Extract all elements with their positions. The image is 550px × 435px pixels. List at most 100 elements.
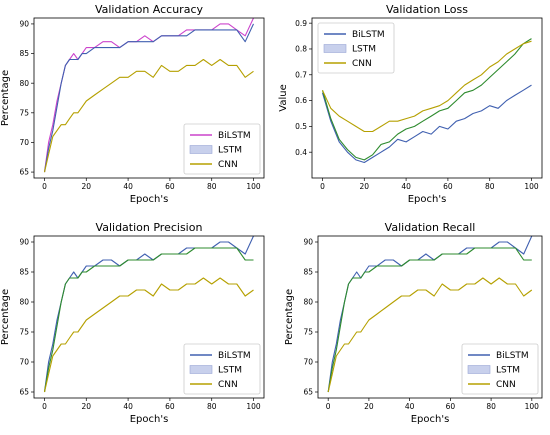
series-line-lstm xyxy=(43,247,254,393)
plot-frame xyxy=(33,235,265,399)
legend-swatch-lstm xyxy=(467,365,491,374)
y-axis-label: Value xyxy=(278,84,289,111)
x-tick-label: 40 xyxy=(405,402,415,411)
legend-swatch-lstm xyxy=(189,365,213,374)
series-line-cnn xyxy=(327,277,533,393)
y-tick-label: 70 xyxy=(19,358,29,367)
y-tick-label: 65 xyxy=(303,388,313,397)
y-axis-label: Percentage xyxy=(0,70,11,126)
x-tick-label: 100 xyxy=(246,182,261,191)
legend-swatch-lstm xyxy=(323,44,347,53)
legend-label-lstm: LSTM xyxy=(352,45,376,55)
series-line-bilstm xyxy=(321,84,532,164)
chart-title: Validation Precision xyxy=(96,221,203,234)
x-tick-label: 80 xyxy=(207,182,217,191)
y-tick-label: 90 xyxy=(19,238,29,247)
legend: BiLSTM LSTM CNN xyxy=(183,343,261,395)
legend-swatch-lstm xyxy=(189,145,213,154)
legend-label-lstm: LSTM xyxy=(496,366,520,376)
x-tick-label: 60 xyxy=(446,402,456,411)
chart-title: Validation Accuracy xyxy=(95,3,204,16)
y-tick-label: 90 xyxy=(303,238,313,247)
legend-label-bilstm: BiLSTM xyxy=(218,131,251,141)
chart-panel-3: Validation Precision 0 20 40 60 80 100 65 70 75 80… xyxy=(0,221,265,425)
x-tick-label: 20 xyxy=(359,182,369,191)
y-tick-label: 80 xyxy=(303,298,313,307)
chart-panel-4: Validation Recall 0 20 40 60 80 100 65 70 75 80 85 9… xyxy=(284,221,543,425)
y-tick-label: 65 xyxy=(19,388,29,397)
x-axis-label: Epoch's xyxy=(411,414,450,425)
legend-box xyxy=(183,123,261,175)
x-tick-label: 100 xyxy=(524,182,539,191)
legend-label-cnn: CNN xyxy=(218,160,238,170)
y-tick-label: 0.7 xyxy=(295,70,307,79)
x-tick-label: 20 xyxy=(81,182,91,191)
y-tick-label: 0.8 xyxy=(295,45,307,54)
chart-title: Validation Loss xyxy=(386,3,468,16)
x-tick-label: 80 xyxy=(485,182,495,191)
legend-label-cnn: CNN xyxy=(496,380,516,390)
series-line-lstm xyxy=(321,38,532,161)
x-tick-label: 60 xyxy=(165,182,175,191)
series-line-lstm xyxy=(43,23,254,173)
x-tick-label: 80 xyxy=(486,402,496,411)
x-axis-label: Epoch's xyxy=(130,194,169,205)
y-tick-label: 90 xyxy=(19,20,29,29)
y-tick-label: 75 xyxy=(19,108,29,117)
legend-box xyxy=(317,22,395,74)
legend-label-cnn: CNN xyxy=(218,380,238,390)
x-tick-label: 40 xyxy=(123,402,133,411)
y-tick-label: 65 xyxy=(19,168,29,177)
x-tick-label: 40 xyxy=(401,182,411,191)
y-axis-label: Percentage xyxy=(0,289,11,345)
legend-label-lstm: LSTM xyxy=(218,146,242,156)
series-line-cnn xyxy=(322,40,532,133)
y-tick-label: 80 xyxy=(19,298,29,307)
y-tick-label: 70 xyxy=(19,138,29,147)
legend-label-bilstm: BiLSTM xyxy=(218,351,251,361)
x-tick-label: 60 xyxy=(165,402,175,411)
legend: BiLSTM LSTM CNN xyxy=(317,22,395,74)
legend-box xyxy=(461,343,539,395)
x-tick-label: 0 xyxy=(42,182,47,191)
x-tick-label: 100 xyxy=(246,402,261,411)
y-tick-label: 0.5 xyxy=(295,122,307,131)
y-tick-label: 0.9 xyxy=(295,19,307,28)
legend-box xyxy=(183,343,261,395)
y-tick-label: 0.6 xyxy=(295,96,307,105)
legend-label-cnn: CNN xyxy=(352,59,372,69)
x-tick-label: 0 xyxy=(42,402,47,411)
y-tick-label: 80 xyxy=(19,79,29,88)
x-axis-label: Epoch's xyxy=(408,194,447,205)
legend: BiLSTM LSTM CNN xyxy=(183,123,261,175)
series-line-lstm xyxy=(327,247,532,393)
x-tick-label: 40 xyxy=(123,182,133,191)
x-tick-label: 20 xyxy=(81,402,91,411)
legend-label-bilstm: BiLSTM xyxy=(352,30,385,40)
x-tick-label: 100 xyxy=(525,402,540,411)
x-tick-label: 20 xyxy=(364,402,374,411)
legend: BiLSTM LSTM CNN xyxy=(461,343,539,395)
chart-panel-2: Validation Loss 0 20 40 60 80 100 0.4 0.5 0.6 0.7 0… xyxy=(278,3,543,205)
chart-panel-1: Validation Accuracy 0 20 40 60 80 100 65 70 75 80 8… xyxy=(0,3,265,205)
x-axis-label: Epoch's xyxy=(130,414,169,425)
y-tick-label: 75 xyxy=(19,328,29,337)
plot-frame xyxy=(33,17,265,179)
x-tick-label: 60 xyxy=(443,182,453,191)
x-tick-label: 0 xyxy=(326,402,331,411)
series-line-cnn xyxy=(43,58,254,173)
y-tick-label: 75 xyxy=(303,328,313,337)
plot-frame xyxy=(317,235,543,399)
legend-label-lstm: LSTM xyxy=(218,366,242,376)
y-axis-label: Percentage xyxy=(284,289,295,345)
plot-frame xyxy=(311,17,543,179)
y-tick-label: 70 xyxy=(303,358,313,367)
y-tick-label: 0.4 xyxy=(295,148,307,157)
x-tick-label: 0 xyxy=(320,182,325,191)
legend-label-bilstm: BiLSTM xyxy=(496,351,529,361)
x-tick-label: 80 xyxy=(207,402,217,411)
chart-title: Validation Recall xyxy=(385,221,476,234)
y-tick-label: 85 xyxy=(19,49,29,58)
y-tick-label: 85 xyxy=(303,268,313,277)
